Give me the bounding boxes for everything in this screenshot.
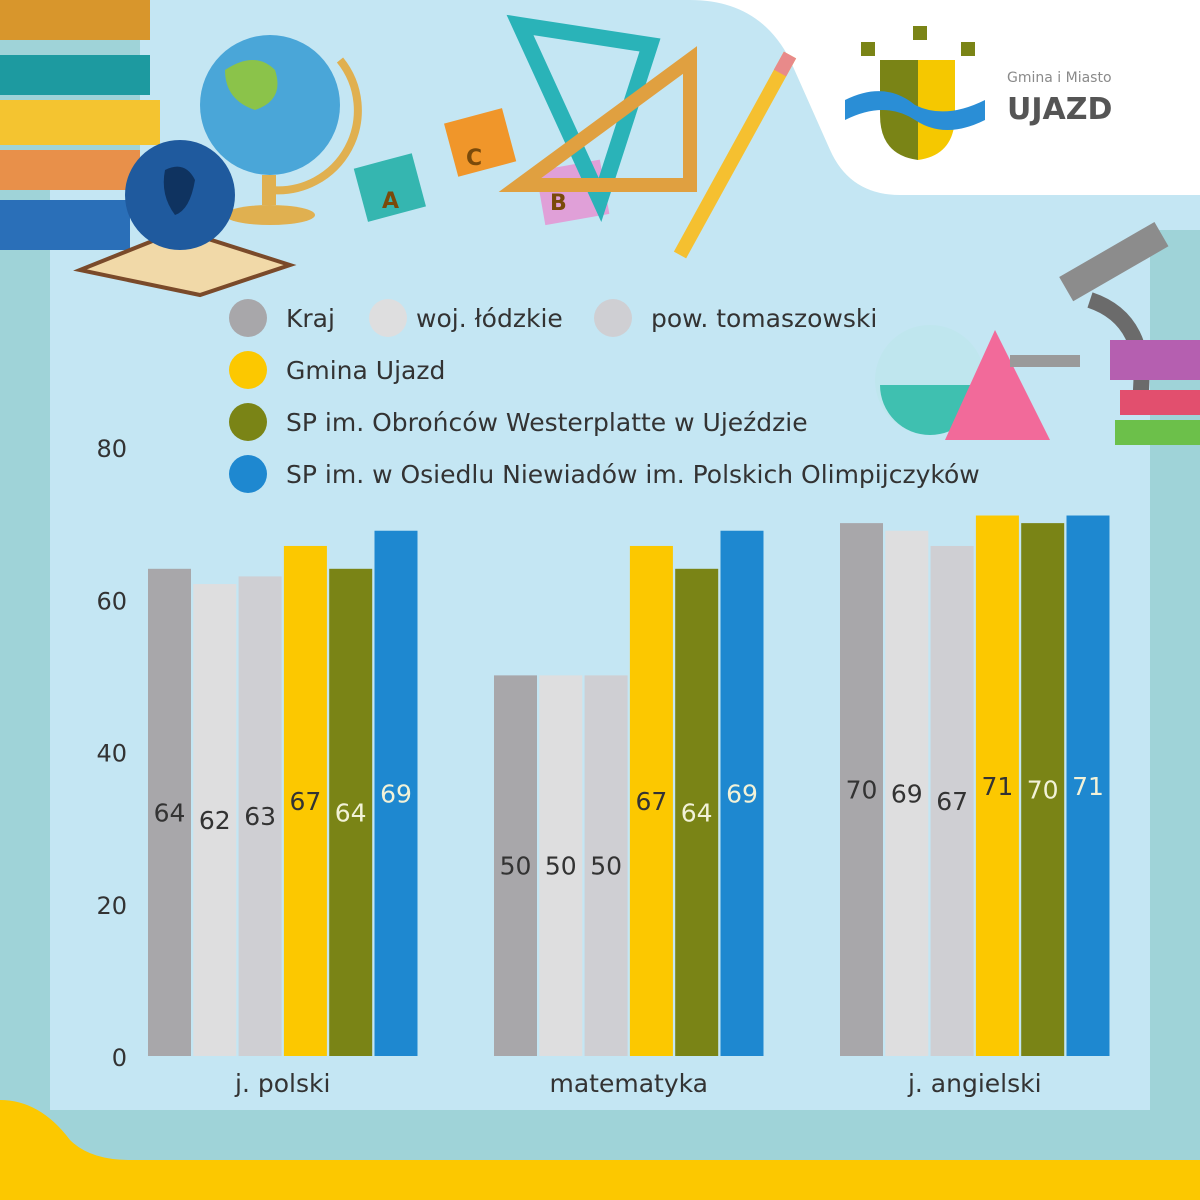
- bar-value-label: 69: [726, 779, 758, 808]
- bar: [283, 545, 327, 1056]
- bar-value-label: 69: [891, 779, 923, 808]
- bar-value-label: 50: [500, 852, 532, 881]
- bar-value-label: 69: [380, 779, 412, 808]
- bar: [840, 523, 883, 1056]
- ujazd-logo: Gmina i Miasto UJAZD: [845, 26, 1112, 160]
- legend-swatch: [369, 299, 407, 337]
- bar: [629, 545, 673, 1056]
- bar-value-label: 63: [244, 802, 276, 831]
- legend-swatch: [229, 299, 267, 337]
- y-tick-label: 20: [96, 892, 127, 920]
- svg-text:C: C: [466, 146, 482, 171]
- bar: [374, 530, 418, 1056]
- bar-value-label: 64: [681, 798, 713, 827]
- legend-label: pow. tomaszowski: [651, 304, 877, 333]
- bar: [494, 675, 537, 1056]
- legend-label: woj. łódzkie: [416, 304, 563, 333]
- bar-value-label: 62: [199, 806, 231, 835]
- bar: [539, 675, 583, 1056]
- pencil-icon: [673, 51, 797, 259]
- bar-value-label: 64: [154, 798, 186, 827]
- bar-value-label: 70: [846, 776, 878, 805]
- x-category-label: j. angielski: [907, 1069, 1042, 1098]
- svg-text:B: B: [550, 191, 567, 216]
- chart-legend: Kraj woj. łódzkie pow. tomaszowski Gmina Uj…: [229, 299, 980, 493]
- svg-text:A: A: [382, 189, 399, 214]
- legend-label: SP im. w Osiedlu Niewiadów im. Polskich …: [286, 460, 980, 489]
- bar-value-label: 71: [981, 772, 1013, 801]
- bar-value-label: 67: [936, 787, 968, 816]
- books-illustration-icon: [0, 0, 297, 298]
- bar: [720, 530, 764, 1056]
- bar: [193, 584, 237, 1056]
- bar: [584, 675, 628, 1056]
- globe-icon: [125, 35, 362, 250]
- y-tick-label: 0: [112, 1044, 127, 1072]
- legend-swatch: [229, 351, 267, 389]
- logo-line2: UJAZD: [1007, 92, 1112, 127]
- bar-value-label: 71: [1072, 772, 1104, 801]
- bar: [148, 568, 191, 1056]
- bar-value-label: 70: [1027, 776, 1059, 805]
- legend-label: SP im. Obrońców Westerplatte w Ujeździe: [286, 408, 808, 437]
- bar-value-label: 50: [545, 852, 577, 881]
- lab-equipment-icon: [875, 222, 1200, 445]
- bar: [238, 576, 282, 1056]
- x-axis: j. polski matematyka j. angielski: [234, 1069, 1042, 1098]
- bottom-strip: [0, 1100, 1200, 1200]
- legend-label: Kraj: [286, 304, 335, 333]
- bar-value-label: 67: [635, 787, 667, 816]
- bar: [675, 568, 719, 1056]
- bar: [930, 545, 974, 1056]
- bar-value-label: 50: [590, 852, 622, 881]
- y-tick-label: 60: [96, 587, 127, 615]
- legend-swatch: [594, 299, 632, 337]
- bar: [975, 515, 1019, 1056]
- bar: [1066, 515, 1110, 1056]
- legend-label: Gmina Ujazd: [286, 356, 445, 385]
- bar: [329, 568, 373, 1056]
- x-category-label: j. polski: [234, 1069, 330, 1098]
- bars: 64 62 63 67 64 69 50 50 50 67 64 69 70 69 67 71 70 71: [148, 515, 1110, 1056]
- y-tick-label: 40: [96, 740, 127, 768]
- legend-swatch: [229, 403, 267, 441]
- bar: [885, 530, 929, 1056]
- y-tick-label: 80: [96, 435, 127, 463]
- x-category-label: matematyka: [550, 1069, 708, 1098]
- bar: [1021, 523, 1065, 1056]
- bar-value-label: 64: [335, 798, 367, 827]
- y-axis: 0 20 40 60 80: [96, 435, 127, 1072]
- logo-line1: Gmina i Miasto: [1007, 70, 1112, 86]
- legend-swatch: [229, 455, 267, 493]
- triangle-ruler-icon: [498, 14, 697, 223]
- bar-value-label: 67: [289, 787, 321, 816]
